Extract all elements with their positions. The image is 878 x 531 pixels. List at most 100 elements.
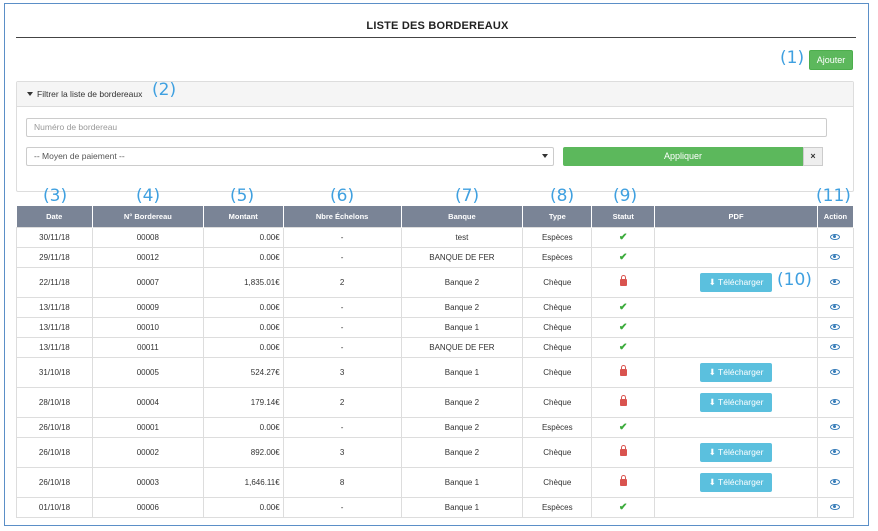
cell-date: 22/11/18 bbox=[16, 266, 93, 298]
cell-steps: - bbox=[282, 416, 402, 438]
eye-icon[interactable] bbox=[830, 398, 841, 405]
check-icon: ✔ bbox=[619, 321, 628, 333]
check-icon: ✔ bbox=[619, 341, 628, 353]
eye-icon[interactable] bbox=[830, 478, 841, 485]
cell-number: 00006 bbox=[91, 496, 204, 518]
add-button[interactable]: Ajouter bbox=[809, 50, 853, 70]
table-row: 13/11/18 00011 0.00€ - BANQUE DE FER Chèque ✔ bbox=[16, 336, 855, 358]
annotation-1: (1) bbox=[780, 48, 805, 68]
cell-date: 26/10/18 bbox=[16, 416, 93, 438]
cell-bank: Banque 1 bbox=[400, 316, 524, 338]
cell-date: 29/11/18 bbox=[16, 246, 93, 268]
cell-pdf: ⬇ Télécharger bbox=[654, 266, 818, 298]
cell-type: Espèces bbox=[522, 416, 593, 438]
cell-number: 00005 bbox=[91, 356, 204, 388]
cell-steps: 2 bbox=[282, 266, 402, 298]
column-header-number[interactable]: N° Bordereau bbox=[92, 206, 204, 227]
download-button[interactable]: ⬇ Télécharger bbox=[699, 272, 773, 292]
eye-icon[interactable] bbox=[830, 278, 841, 285]
download-icon: ⬇ bbox=[708, 396, 716, 407]
cell-date: 13/11/18 bbox=[16, 316, 93, 338]
cell-pdf bbox=[654, 226, 818, 248]
eye-icon[interactable] bbox=[830, 323, 841, 330]
table-row: 13/11/18 00009 0.00€ - Banque 2 Chèque ✔ bbox=[16, 296, 855, 318]
cell-amount: 0.00€ bbox=[202, 226, 284, 248]
eye-icon[interactable] bbox=[830, 368, 841, 375]
column-header-bank[interactable]: Banque bbox=[401, 206, 524, 227]
download-button[interactable]: ⬇ Télécharger bbox=[699, 442, 773, 462]
cell-action bbox=[816, 496, 855, 518]
cell-status: ✔ bbox=[591, 416, 656, 438]
check-icon: ✔ bbox=[619, 421, 628, 433]
cell-type: Chèque bbox=[522, 336, 593, 358]
column-header-type[interactable]: Type bbox=[522, 206, 593, 227]
filter-header[interactable]: Filtrer la liste de bordereaux (2) bbox=[17, 80, 853, 107]
annotation-8: (8) bbox=[550, 186, 575, 206]
lock-icon bbox=[619, 364, 627, 376]
eye-icon[interactable] bbox=[830, 303, 841, 310]
download-button[interactable]: ⬇ Télécharger bbox=[699, 362, 773, 382]
cell-type: Chèque bbox=[522, 386, 593, 418]
payment-method-value: -- Moyen de paiement -- bbox=[34, 151, 125, 161]
column-header-amount[interactable]: Montant bbox=[203, 206, 284, 227]
cell-status bbox=[591, 386, 656, 418]
bordereau-number-input[interactable]: Numéro de bordereau bbox=[26, 118, 827, 137]
cell-date: 26/10/18 bbox=[16, 466, 93, 498]
cell-steps: 3 bbox=[282, 436, 402, 468]
cell-status bbox=[591, 266, 656, 298]
cell-type: Chèque bbox=[522, 356, 593, 388]
cell-amount: 0.00€ bbox=[202, 316, 284, 338]
lock-icon bbox=[619, 474, 627, 486]
cell-pdf bbox=[654, 316, 818, 338]
table-row: 26/10/18 00003 1,646.11€ 8 Banque 1 Chèque ⬇ T… bbox=[16, 466, 855, 498]
eye-icon[interactable] bbox=[830, 253, 841, 260]
cell-number: 00009 bbox=[91, 296, 204, 318]
annotation-9: (9) bbox=[613, 186, 638, 206]
cell-steps: - bbox=[282, 246, 402, 268]
cell-steps: 2 bbox=[282, 386, 402, 418]
apply-button[interactable]: Appliquer bbox=[563, 147, 803, 166]
page-title: LISTE DES BORDEREAUX bbox=[366, 20, 509, 32]
cell-date: 26/10/18 bbox=[16, 436, 93, 468]
cell-action bbox=[816, 356, 855, 388]
eye-icon[interactable] bbox=[830, 503, 841, 510]
cell-action bbox=[816, 296, 855, 318]
cell-bank: BANQUE DE FER bbox=[400, 336, 524, 358]
cell-pdf bbox=[654, 246, 818, 268]
column-header-date[interactable]: Date bbox=[16, 206, 93, 227]
download-label: Télécharger bbox=[718, 276, 764, 287]
cell-status: ✔ bbox=[591, 246, 656, 268]
table-row: 22/11/18 00007 1,835.01€ 2 Banque 2 Chèque ⬇ T… bbox=[16, 266, 855, 298]
download-icon: ⬇ bbox=[708, 276, 716, 287]
eye-icon[interactable] bbox=[830, 423, 841, 430]
column-header-status[interactable]: Statut bbox=[591, 206, 656, 227]
download-icon: ⬇ bbox=[708, 476, 716, 487]
cell-amount: 892.00€ bbox=[202, 436, 284, 468]
payment-method-select[interactable]: -- Moyen de paiement -- bbox=[26, 147, 554, 166]
column-header-steps[interactable]: Nbre Échelons bbox=[283, 206, 402, 227]
table-row: 01/10/18 00006 0.00€ - Banque 1 Espèces ✔ bbox=[16, 496, 855, 518]
cell-pdf bbox=[654, 296, 818, 318]
eye-icon[interactable] bbox=[830, 343, 841, 350]
cell-steps: - bbox=[282, 316, 402, 338]
cell-pdf bbox=[654, 336, 818, 358]
eye-icon[interactable] bbox=[830, 233, 841, 240]
download-label: Télécharger bbox=[718, 446, 764, 457]
cell-amount: 0.00€ bbox=[202, 496, 284, 518]
annotation-2: (2) bbox=[152, 80, 177, 100]
download-label: Télécharger bbox=[718, 366, 764, 377]
cell-type: Chèque bbox=[522, 296, 593, 318]
clear-filter-button[interactable]: × bbox=[803, 147, 823, 166]
download-button[interactable]: ⬇ Télécharger bbox=[699, 472, 773, 492]
cell-action bbox=[816, 246, 855, 268]
cell-type: Chèque bbox=[522, 466, 593, 498]
download-button[interactable]: ⬇ Télécharger bbox=[699, 392, 773, 412]
column-header-action: Action bbox=[817, 206, 855, 227]
cell-pdf: ⬇ Télécharger bbox=[654, 356, 818, 388]
eye-icon[interactable] bbox=[830, 448, 841, 455]
cell-bank: Banque 2 bbox=[400, 436, 524, 468]
lock-icon bbox=[619, 444, 627, 456]
check-icon: ✔ bbox=[619, 251, 628, 263]
table-row: 26/10/18 00002 892.00€ 3 Banque 2 Chèque ⬇ Tél… bbox=[16, 436, 855, 468]
caret-down-icon bbox=[542, 154, 548, 158]
